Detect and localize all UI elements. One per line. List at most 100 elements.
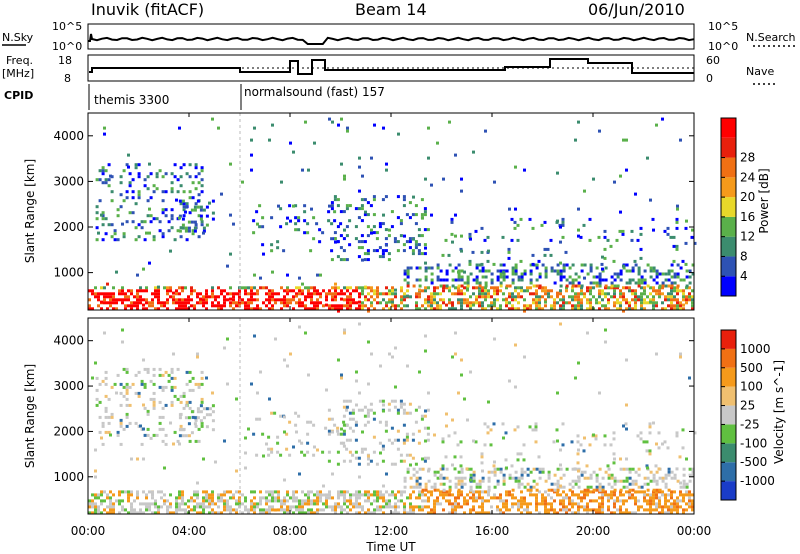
- range-gate-cell: [175, 502, 178, 506]
- range-gate-cell: [607, 493, 610, 497]
- range-gate-cell: [283, 508, 286, 512]
- range-gate-cell: [631, 482, 635, 486]
- range-gate-cell: [559, 278, 563, 282]
- range-gate-cell: [292, 289, 295, 293]
- range-gate-cell: [370, 352, 373, 356]
- range-gate-cell: [529, 286, 532, 290]
- range-gate-cell: [559, 298, 562, 302]
- range-gate-cell: [481, 275, 485, 279]
- range-gate-cell: [436, 304, 439, 308]
- range-gate-cell: [577, 207, 580, 211]
- range-gate-cell: [330, 222, 334, 226]
- range-gate-cell: [510, 464, 514, 468]
- range-gate-cell: [550, 508, 553, 512]
- range-gate-cell: [313, 502, 316, 506]
- range-gate-cell: [292, 204, 295, 208]
- range-gate-cell: [146, 367, 150, 371]
- range-gate-cell: [357, 216, 361, 220]
- range-gate-cell: [547, 511, 550, 515]
- range-gate-cell: [176, 178, 180, 182]
- range-gate-cell: [415, 505, 418, 509]
- range-gate-cell: [346, 289, 349, 293]
- range-gate-cell: [103, 126, 106, 130]
- range-gate-cell: [604, 304, 607, 308]
- range-gate-cell: [188, 163, 192, 167]
- range-gate-cell: [457, 502, 460, 506]
- range-gate-cell: [502, 511, 505, 515]
- range-gate-cell: [134, 421, 138, 425]
- range-gate-cell: [684, 241, 688, 245]
- range-gate-cell: [310, 499, 313, 503]
- range-gate-cell: [208, 413, 212, 417]
- range-gate-cell: [103, 508, 106, 512]
- range-gate-cell: [116, 238, 120, 242]
- range-gate-cell: [196, 511, 199, 515]
- range-gate-cell: [181, 434, 185, 438]
- range-gate-cell: [346, 511, 349, 515]
- range-gate-cell: [148, 207, 151, 211]
- range-gate-cell: [370, 156, 373, 160]
- range-gate-cell: [670, 511, 673, 515]
- range-gate-cell: [487, 511, 490, 515]
- range-gate-cell: [258, 204, 262, 208]
- range-gate-cell: [682, 289, 685, 293]
- range-gate-cell: [396, 216, 400, 220]
- range-gate-cell: [589, 286, 592, 290]
- range-gate-cell: [505, 505, 508, 509]
- range-gate-cell: [137, 370, 141, 374]
- range-gate-cell: [616, 301, 619, 305]
- range-gate-cell: [450, 232, 454, 236]
- range-gate-cell: [176, 190, 180, 194]
- range-gate-cell: [417, 252, 421, 256]
- range-gate-cell: [169, 249, 172, 253]
- range-gate-cell: [214, 511, 217, 515]
- range-gate-cell: [676, 307, 679, 311]
- range-gate-cell: [158, 373, 162, 377]
- range-gate-cell: [628, 470, 632, 474]
- range-gate-cell: [107, 397, 111, 401]
- range-gate-cell: [487, 485, 491, 489]
- range-gate-cell: [133, 508, 136, 512]
- range-gate-cell: [319, 493, 322, 497]
- range-gate-cell: [556, 488, 560, 492]
- range-gate-cell: [391, 511, 394, 515]
- range-gate-cell: [142, 303, 145, 307]
- range-gate-cell: [550, 295, 553, 299]
- range-gate-cell: [142, 490, 145, 494]
- range-gate-cell: [179, 226, 183, 230]
- range-gate-cell: [91, 292, 94, 296]
- range-gate-cell: [619, 278, 623, 282]
- range-gate-cell: [346, 295, 349, 299]
- range-gate-cell: [122, 169, 126, 173]
- range-gate-cell: [179, 235, 183, 239]
- range-gate-cell: [670, 490, 673, 494]
- range-gate-cell: [516, 425, 520, 429]
- range-gate-cell: [205, 496, 208, 500]
- range-gate-cell: [175, 505, 178, 509]
- range-gate-cell: [535, 263, 539, 267]
- range-gate-cell: [499, 289, 502, 293]
- range-gate-cell: [622, 479, 626, 483]
- range-gate-cell: [541, 263, 545, 267]
- range-gate-cell: [645, 449, 649, 453]
- range-gate-cell: [148, 502, 151, 506]
- range-gate-cell: [615, 238, 619, 242]
- range-gate-cell: [310, 307, 313, 311]
- range-gate-cell: [104, 217, 108, 221]
- range-gate-cell: [283, 301, 286, 305]
- range-gate-cell: [622, 493, 625, 497]
- range-gate-cell: [688, 499, 691, 503]
- range-gate-cell: [613, 278, 617, 282]
- range-gate-cell: [253, 286, 256, 290]
- range-gate-cell: [125, 370, 129, 374]
- range-gate-cell: [128, 184, 132, 188]
- range-gate-cell: [423, 243, 427, 247]
- range-gate-cell: [354, 450, 358, 454]
- range-gate-cell: [375, 231, 379, 235]
- range-gate-cell: [478, 304, 481, 308]
- range-gate-cell: [667, 505, 670, 509]
- range-gate-cell: [691, 470, 695, 474]
- range-gate-cell: [217, 499, 220, 503]
- range-gate-cell: [193, 499, 196, 503]
